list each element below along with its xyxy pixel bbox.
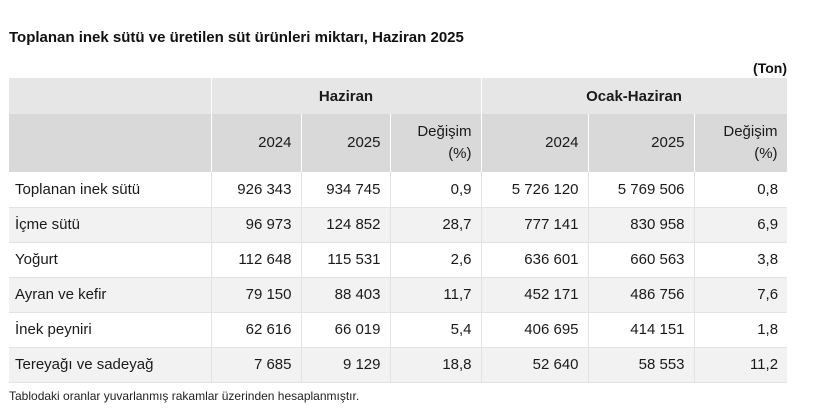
table-cell: 486 756 [588, 277, 695, 312]
header-empty [9, 78, 212, 114]
table-cell: 5 726 120 [481, 172, 589, 207]
table-cell: 79 150 [211, 277, 302, 312]
data-table: Haziran Ocak-Haziran 2024 2025 Değişim (… [9, 78, 788, 383]
table-cell: 6,9 [694, 207, 788, 242]
table-cell: 112 648 [211, 242, 302, 277]
table-cell: 115 531 [301, 242, 391, 277]
table-cell: 52 640 [481, 347, 589, 382]
row-label: Ayran ve kefir [9, 277, 212, 312]
table-row: Yoğurt 112 648 115 531 2,6 636 601 660 563 3,8 [9, 242, 788, 277]
row-label: Tereyağı ve sadeyağ [9, 347, 212, 382]
table-cell: 96 973 [211, 207, 302, 242]
table-cell: 406 695 [481, 312, 589, 347]
header-row-columns: 2024 2025 Değişim (%) 2024 2025 Değişim … [9, 114, 788, 172]
header-year: 2025 [301, 114, 391, 172]
table-cell: 0,9 [390, 172, 482, 207]
header-change: Değişim (%) [694, 114, 788, 172]
table-cell: 414 151 [588, 312, 695, 347]
table-row: Ayran ve kefir 79 150 88 403 11,7 452 171 486… [9, 277, 788, 312]
table-cell: 7,6 [694, 277, 788, 312]
table-cell: 1,8 [694, 312, 788, 347]
table-row: Tereyağı ve sadeyağ 7 685 9 129 18,8 52 640 5… [9, 347, 788, 382]
table-cell: 934 745 [301, 172, 391, 207]
table-cell: 124 852 [301, 207, 391, 242]
table-title: Toplanan inek sütü ve üretilen süt ürünl… [9, 29, 464, 46]
row-label: İnek peyniri [9, 312, 212, 347]
table-cell: 5,4 [390, 312, 482, 347]
header-year: 2024 [481, 114, 589, 172]
header-empty [9, 114, 212, 172]
header-group-haziran: Haziran [211, 78, 482, 114]
table-cell: 58 553 [588, 347, 695, 382]
table-cell: 9 129 [301, 347, 391, 382]
table-cell: 88 403 [301, 277, 391, 312]
unit-label: (Ton) [753, 60, 787, 76]
table-cell: 11,7 [390, 277, 482, 312]
table-cell: 5 769 506 [588, 172, 695, 207]
table-cell: 28,7 [390, 207, 482, 242]
table-cell: 0,8 [694, 172, 788, 207]
table-cell: 62 616 [211, 312, 302, 347]
table-cell: 452 171 [481, 277, 589, 312]
table-cell: 7 685 [211, 347, 302, 382]
row-label: İçme sütü [9, 207, 212, 242]
table-cell: 636 601 [481, 242, 589, 277]
row-label: Yoğurt [9, 242, 212, 277]
header-change-unit: (%) [448, 145, 472, 162]
row-label: Toplanan inek sütü [9, 172, 212, 207]
header-year: 2024 [211, 114, 302, 172]
table-row: İnek peyniri 62 616 66 019 5,4 406 695 414 15… [9, 312, 788, 347]
table-cell: 830 958 [588, 207, 695, 242]
header-group-ocak-haziran: Ocak-Haziran [481, 78, 788, 114]
header-change-label: Değişim [723, 123, 778, 140]
header-change-unit: (%) [754, 145, 778, 162]
table-row: Toplanan inek sütü 926 343 934 745 0,9 5 726… [9, 172, 788, 207]
header-year: 2025 [588, 114, 695, 172]
table-row: İçme sütü 96 973 124 852 28,7 777 141 830 958… [9, 207, 788, 242]
table-cell: 777 141 [481, 207, 589, 242]
header-change: Değişim (%) [390, 114, 482, 172]
table-cell: 18,8 [390, 347, 482, 382]
table-cell: 11,2 [694, 347, 788, 382]
table-cell: 2,6 [390, 242, 482, 277]
table-cell: 66 019 [301, 312, 391, 347]
table-cell: 3,8 [694, 242, 788, 277]
header-change-label: Değişim [417, 123, 472, 140]
header-row-groups: Haziran Ocak-Haziran [9, 78, 788, 114]
table-cell: 926 343 [211, 172, 302, 207]
table-cell: 660 563 [588, 242, 695, 277]
footnote: Tablodaki oranlar yuvarlanmış rakamlar ü… [9, 389, 360, 403]
